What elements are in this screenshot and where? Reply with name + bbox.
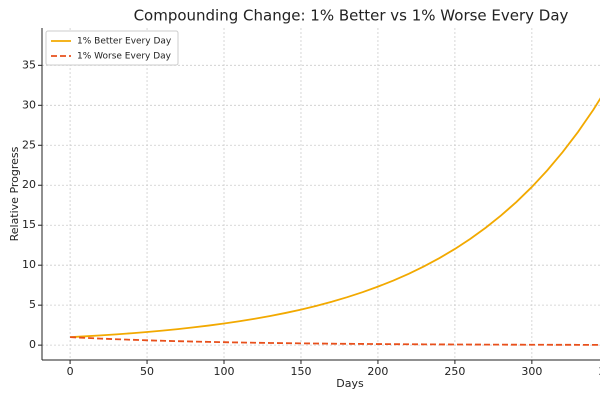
y-tick-label: 10 xyxy=(22,258,36,271)
y-tick-label: 30 xyxy=(22,98,36,111)
y-axis-label: Relative Progress xyxy=(8,146,21,241)
x-tick-label: 100 xyxy=(214,365,235,378)
x-tick-label: 0 xyxy=(67,365,74,378)
y-tick-label: 15 xyxy=(22,218,36,231)
y-tick-label: 25 xyxy=(22,138,36,151)
chart-title: Compounding Change: 1% Better vs 1% Wors… xyxy=(134,7,569,25)
x-tick-label: 200 xyxy=(367,365,388,378)
x-tick-label: 300 xyxy=(521,365,542,378)
line-series xyxy=(70,97,600,339)
x-tick-label: 350 xyxy=(598,365,600,378)
legend-label: 1% Worse Every Day xyxy=(77,52,172,62)
x-tick-label: 50 xyxy=(140,365,154,378)
y-tick-label: 0 xyxy=(29,338,36,351)
y-tick-label: 35 xyxy=(22,58,36,71)
y-tick-label: 20 xyxy=(22,178,36,191)
x-tick-label: 250 xyxy=(444,365,465,378)
line-series xyxy=(70,336,600,346)
legend-label: 1% Better Every Day xyxy=(77,37,172,47)
legend-box xyxy=(45,30,179,66)
x-tick-label: 150 xyxy=(290,365,311,378)
x-axis-label: Days xyxy=(336,377,364,390)
y-tick-label: 5 xyxy=(29,298,36,311)
